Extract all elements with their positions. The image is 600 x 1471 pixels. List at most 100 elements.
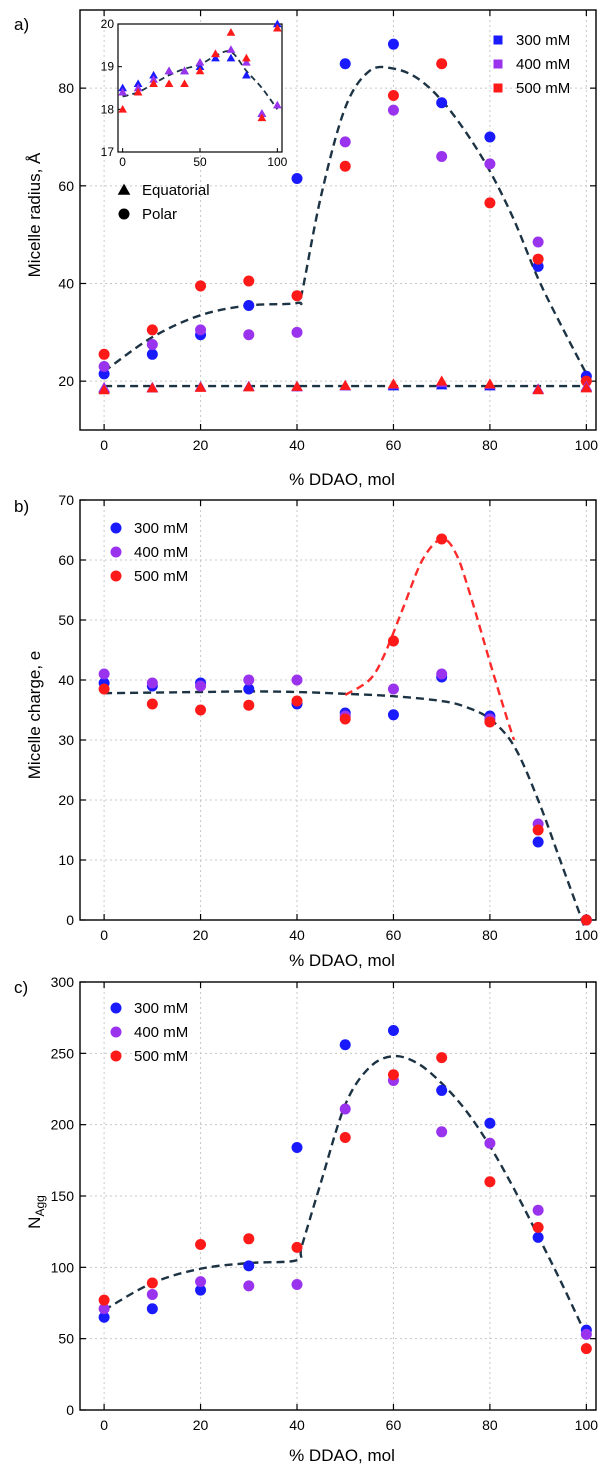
inset-data-point: [133, 83, 143, 92]
data-point: [195, 280, 207, 292]
data-point: [387, 38, 399, 50]
panel-label-b: b): [14, 497, 29, 516]
data-point: [436, 151, 448, 163]
data-point: [339, 1103, 351, 1115]
series-500mm-circle: [98, 533, 592, 926]
data-point: [146, 1277, 158, 1289]
data-point: [291, 290, 303, 302]
data-point: [532, 1221, 544, 1233]
data-point: [436, 1084, 448, 1096]
inset-x-tick-label: 100: [267, 155, 287, 169]
data-point: [146, 382, 159, 393]
data-point: [580, 1328, 592, 1340]
inset-data-point: [195, 66, 205, 75]
y-axis-label-c-sub: Agg: [33, 1195, 47, 1216]
plot-frame: [79, 9, 597, 431]
data-point: [387, 378, 400, 389]
data-point: [436, 668, 448, 680]
inset-data-point: [226, 45, 236, 53]
data-point: [98, 384, 110, 395]
y-axis-label-a: Micelle radius, Å: [25, 152, 44, 277]
legend-marker: [110, 1002, 122, 1014]
inset-y-tick-label: 19: [101, 60, 115, 74]
data-point: [291, 1141, 303, 1153]
data-point: [98, 361, 110, 373]
shape-legend-marker: [118, 208, 130, 220]
y-tick-label: 20: [58, 373, 74, 389]
inset-data-point: [149, 75, 158, 83]
legend: 300 mM 400 mM 500 mM: [110, 520, 188, 585]
data-point: [98, 683, 110, 695]
y-axis-label-c: NAgg: [25, 1195, 47, 1229]
data-point: [436, 1126, 448, 1138]
data-point: [532, 1231, 544, 1243]
shape-legend-label: Equatorial: [142, 182, 210, 199]
data-point: [436, 58, 448, 70]
data-point: [195, 1239, 207, 1251]
legend-marker: [110, 570, 122, 582]
y-tick-label: 30: [58, 732, 74, 748]
data-point: [243, 1280, 255, 1292]
inset-data-point: [133, 87, 143, 96]
y-tick-label: 150: [51, 1188, 75, 1204]
legend-label: 500 mM: [134, 568, 188, 585]
data-point: [339, 1039, 351, 1051]
data-point: [387, 635, 399, 647]
data-point: [195, 1284, 207, 1296]
series-400mm-circle: [98, 1074, 592, 1340]
x-axis-label-a: % DDAO, mol: [289, 470, 395, 489]
plot-frame: [79, 981, 597, 1411]
data-point: [532, 253, 544, 265]
data-point: [532, 1204, 544, 1216]
inset-series-500mm: [118, 23, 282, 122]
inset-data-point: [149, 79, 158, 88]
data-point: [146, 1303, 158, 1315]
fit-curve: [104, 690, 588, 933]
data-point: [484, 1137, 496, 1149]
x-tick-label: 40: [289, 1417, 305, 1433]
x-tick-label: 100: [575, 1417, 599, 1433]
y-tick-label: 60: [58, 178, 74, 194]
x-tick-label: 0: [100, 437, 108, 453]
fit-curve-red: [344, 537, 516, 741]
data-point: [98, 1303, 110, 1315]
data-point: [195, 704, 207, 716]
inset-data-point: [149, 70, 158, 79]
series-300mm-circle: [98, 1025, 592, 1336]
inset-y-tick-label: 17: [101, 145, 115, 159]
x-tick-label: 80: [482, 927, 498, 943]
y-tick-label: 100: [51, 1259, 75, 1275]
y-tick-label: 10: [58, 852, 74, 868]
inset-data-point: [195, 62, 205, 70]
legend-marker: [110, 522, 122, 534]
x-tick-label: 40: [289, 927, 305, 943]
x-tick-label: 100: [575, 927, 599, 943]
inset-data-point: [211, 49, 220, 58]
x-axis-label-c: % DDAO, mol: [289, 1446, 395, 1465]
data-point: [339, 136, 351, 148]
data-point: [146, 677, 158, 689]
data-point: [387, 709, 399, 721]
inset-data-point: [272, 23, 282, 32]
x-tick-label: 80: [482, 437, 498, 453]
data-point: [243, 299, 255, 311]
inset-data-point: [211, 53, 220, 62]
data-point: [580, 1343, 592, 1355]
inset-data-point: [242, 58, 251, 66]
inset-data-point: [180, 79, 189, 88]
data-point: [484, 1176, 496, 1188]
y-axis-label-b: Micelle charge, e: [25, 651, 44, 780]
x-tick-label: 40: [289, 437, 305, 453]
series-400mm-circle: [98, 104, 544, 373]
y-tick-label: 200: [51, 1117, 75, 1133]
series-500mm-circle: [98, 1052, 592, 1355]
inset-data-point: [180, 66, 189, 75]
x-tick-label: 0: [100, 1417, 108, 1433]
gridlines: [80, 981, 596, 1411]
inset-data-point: [226, 53, 236, 62]
inset-data-point: [164, 79, 174, 88]
data-point: [339, 1132, 351, 1144]
data-point: [484, 197, 496, 209]
inset-data-point: [195, 58, 205, 66]
inset-data-point: [118, 87, 128, 96]
